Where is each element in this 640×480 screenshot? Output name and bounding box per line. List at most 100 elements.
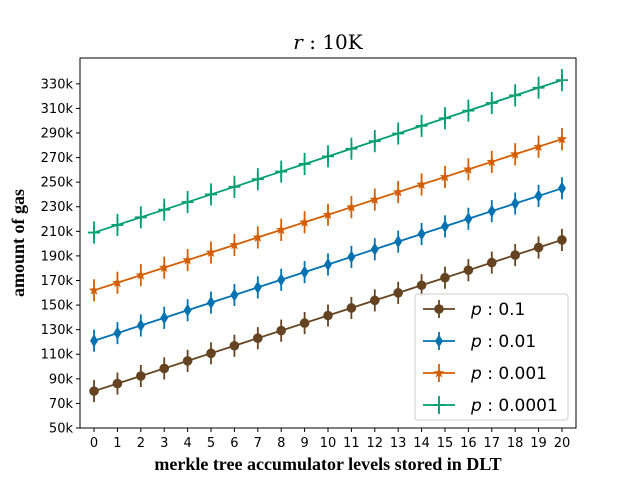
y-tick-label: 310k bbox=[41, 102, 74, 117]
data-point bbox=[440, 272, 450, 283]
data-point bbox=[251, 173, 264, 186]
data-point bbox=[462, 104, 475, 117]
y-tick-label: 330k bbox=[41, 77, 74, 92]
data-point bbox=[345, 142, 358, 155]
x-tick-label: 17 bbox=[484, 436, 501, 451]
data-point bbox=[205, 247, 217, 257]
data-point bbox=[322, 209, 334, 220]
x-tick-label: 9 bbox=[300, 436, 308, 451]
x-tick-label: 5 bbox=[207, 436, 215, 451]
y-tick-label: 110k bbox=[41, 348, 74, 363]
y-tick-label: 130k bbox=[41, 323, 74, 338]
data-point bbox=[324, 258, 332, 272]
title-variable: r bbox=[293, 30, 304, 54]
data-point bbox=[253, 333, 263, 344]
data-point bbox=[276, 325, 287, 336]
data-point bbox=[229, 340, 240, 351]
data-point bbox=[228, 180, 241, 193]
data-point bbox=[299, 318, 310, 328]
series-0 bbox=[89, 228, 567, 403]
y-tick-label: 230k bbox=[41, 200, 74, 215]
data-point bbox=[160, 311, 169, 325]
x-tick-label: 6 bbox=[230, 436, 238, 451]
data-point bbox=[534, 189, 543, 203]
x-tick-label: 12 bbox=[367, 436, 384, 451]
data-point bbox=[463, 163, 474, 174]
series-2 bbox=[88, 128, 568, 302]
data-point bbox=[112, 378, 123, 389]
x-tick-label: 16 bbox=[460, 436, 477, 451]
data-point bbox=[416, 178, 427, 189]
x-tick-label: 10 bbox=[320, 436, 337, 451]
legend-item: p : 0.01 bbox=[423, 332, 536, 352]
legend-marker bbox=[433, 367, 445, 378]
data-point bbox=[556, 133, 568, 144]
data-point bbox=[275, 224, 287, 235]
x-tick-label: 19 bbox=[530, 436, 547, 451]
data-point bbox=[394, 235, 403, 249]
legend-item: p : 0.001 bbox=[423, 364, 547, 384]
data-point bbox=[369, 194, 381, 205]
y-tick-label: 250k bbox=[41, 176, 74, 191]
data-point bbox=[464, 212, 473, 226]
data-point bbox=[181, 196, 194, 209]
x-tick-label: 1 bbox=[113, 436, 121, 451]
title-separator: : bbox=[303, 30, 322, 54]
legend-box bbox=[414, 293, 569, 421]
data-point bbox=[88, 226, 101, 239]
data-point bbox=[368, 135, 381, 148]
x-axis: 0 1 2 3 4 5 6 7 8 9 10 11 12 13 14 15 16 17 18 19 20 bbox=[90, 428, 570, 451]
data-point bbox=[393, 288, 403, 298]
y-tick-label: 150k bbox=[41, 299, 74, 314]
data-point bbox=[135, 269, 147, 280]
data-point bbox=[89, 386, 99, 396]
x-tick-label: 20 bbox=[554, 436, 571, 451]
data-point bbox=[206, 348, 216, 359]
data-point bbox=[159, 262, 170, 273]
data-point bbox=[511, 197, 520, 211]
data-point bbox=[486, 257, 497, 268]
x-tick-label: 8 bbox=[277, 436, 285, 451]
legend-item: p : 0.1 bbox=[423, 300, 525, 320]
y-tick-label: 70k bbox=[49, 397, 74, 412]
legend-marker bbox=[435, 334, 443, 348]
data-point bbox=[532, 81, 545, 94]
data-point bbox=[229, 239, 240, 250]
y-tick-label: 210k bbox=[41, 225, 74, 240]
data-point bbox=[347, 250, 356, 264]
data-point bbox=[440, 219, 449, 233]
data-point bbox=[370, 242, 379, 256]
y-tick-label: 50k bbox=[49, 422, 74, 437]
data-point bbox=[298, 157, 311, 170]
data-point bbox=[205, 188, 218, 201]
data-point bbox=[275, 165, 288, 178]
data-point bbox=[299, 216, 310, 227]
y-tick-label: 270k bbox=[41, 151, 74, 166]
title-value: 10K bbox=[322, 30, 363, 54]
data-point bbox=[417, 227, 426, 241]
data-point bbox=[136, 318, 145, 332]
data-point bbox=[158, 203, 171, 216]
data-point bbox=[230, 288, 239, 302]
data-point bbox=[509, 89, 522, 102]
data-point bbox=[485, 96, 498, 109]
legend-item: p : 0.0001 bbox=[423, 396, 558, 416]
y-tick-label: 190k bbox=[41, 249, 74, 264]
data-point bbox=[159, 363, 170, 374]
y-axis-label: amount of gas bbox=[8, 189, 28, 297]
data-point bbox=[439, 171, 451, 182]
data-point bbox=[416, 280, 427, 291]
data-point bbox=[88, 284, 100, 295]
data-point bbox=[300, 265, 309, 279]
data-point bbox=[509, 148, 521, 159]
data-point bbox=[463, 265, 474, 275]
chart-title: r : 10K bbox=[293, 30, 363, 54]
data-point bbox=[533, 242, 544, 253]
data-point bbox=[182, 356, 193, 366]
data-point bbox=[182, 254, 193, 265]
data-point bbox=[90, 334, 99, 348]
data-point bbox=[392, 127, 405, 140]
data-point bbox=[134, 211, 147, 224]
x-tick-label: 14 bbox=[413, 436, 430, 451]
data-point bbox=[392, 186, 404, 197]
